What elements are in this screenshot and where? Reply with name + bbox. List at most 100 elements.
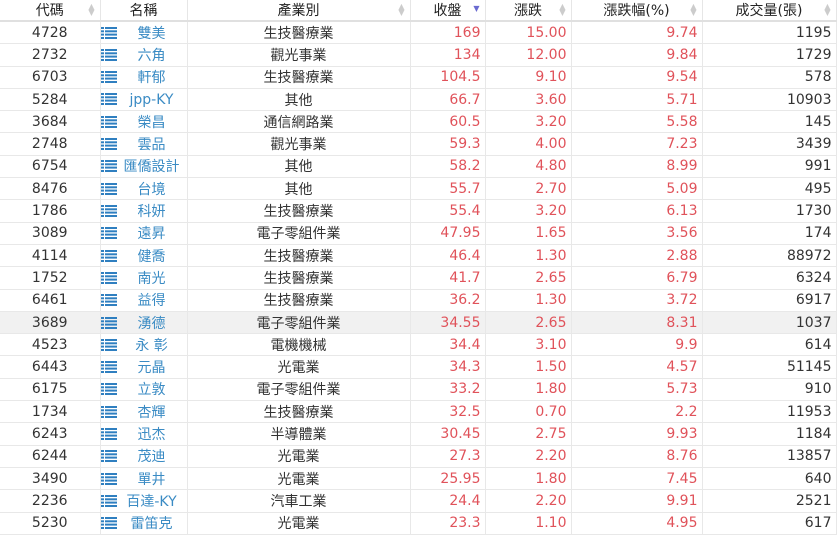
stock-name-link[interactable]: 元晶: [137, 360, 166, 377]
list-icon[interactable]: [100, 338, 117, 351]
table-row[interactable]: 4523 永 彰 電機機械 34.4 3.10 9.9 614: [0, 333, 837, 357]
cell-name[interactable]: 單井: [100, 467, 188, 491]
stock-name-link[interactable]: 立敦: [137, 382, 166, 399]
cell-name[interactable]: 杏輝: [100, 400, 188, 424]
stock-name-link[interactable]: 雷笛克: [130, 516, 173, 533]
column-header-industry[interactable]: 產業別 ▲ ▼: [187, 0, 411, 22]
cell-name[interactable]: 迅杰: [100, 422, 188, 446]
table-row[interactable]: 3689 湧德 電子零組件業 34.55 2.65 8.31 1037: [0, 311, 837, 335]
sort-icon[interactable]: ▲ ▼: [398, 2, 405, 17]
table-row[interactable]: 2732 六角 觀光事業 134 12.00 9.84 1729: [0, 43, 837, 67]
list-icon[interactable]: [100, 271, 117, 284]
cell-name[interactable]: 六角: [100, 43, 188, 67]
sort-icon[interactable]: ▲ ▼: [88, 2, 95, 17]
cell-name[interactable]: 湧德: [100, 311, 188, 335]
table-row[interactable]: 4728 雙美 生技醫療業 169 15.00 9.74 1195: [0, 21, 837, 45]
stock-name-link[interactable]: 益得: [137, 293, 166, 310]
list-icon[interactable]: [100, 26, 117, 39]
table-row[interactable]: 3684 榮昌 通信網路業 60.5 3.20 5.58 145: [0, 110, 837, 134]
cell-name[interactable]: 台境: [100, 177, 188, 201]
stock-name-link[interactable]: 遠昇: [137, 226, 166, 243]
table-row[interactable]: 3490 單井 光電業 25.95 1.80 7.45 640: [0, 467, 837, 491]
column-header-change[interactable]: 漲跌 ▲ ▼: [485, 0, 572, 22]
cell-name[interactable]: 元晶: [100, 355, 188, 379]
stock-name-link[interactable]: 雲品: [137, 137, 166, 154]
table-row[interactable]: 1786 科妍 生技醫療業 55.4 3.20 6.13 1730: [0, 199, 837, 223]
table-row[interactable]: 2748 雲品 觀光事業 59.3 4.00 7.23 3439: [0, 132, 837, 156]
table-row[interactable]: 1752 南光 生技醫療業 41.7 2.65 6.79 6324: [0, 266, 837, 290]
list-icon[interactable]: [100, 160, 117, 173]
stock-name-link[interactable]: 榮昌: [137, 114, 166, 131]
table-row[interactable]: 6443 元晶 光電業 34.3 1.50 4.57 51145: [0, 355, 837, 379]
cell-name[interactable]: jpp-KY: [100, 88, 188, 112]
column-header-code[interactable]: 代碼 ▲ ▼: [0, 0, 101, 22]
cell-name[interactable]: 軒郁: [100, 66, 188, 89]
stock-name-link[interactable]: 六角: [137, 47, 166, 64]
list-icon[interactable]: [100, 205, 117, 218]
list-icon[interactable]: [100, 294, 117, 307]
column-header-name[interactable]: 名稱: [100, 0, 188, 22]
list-icon[interactable]: [100, 316, 117, 329]
column-header-change-pct[interactable]: 漲跌幅(%) ▲ ▼: [571, 0, 703, 22]
stock-name-link[interactable]: 匯僑設計: [123, 159, 180, 176]
list-icon[interactable]: [100, 249, 117, 262]
cell-name[interactable]: 南光: [100, 266, 188, 290]
list-icon[interactable]: [100, 494, 117, 507]
list-icon[interactable]: [100, 427, 117, 440]
stock-name-link[interactable]: 南光: [137, 270, 166, 287]
list-icon[interactable]: [100, 405, 117, 418]
sort-icon[interactable]: ▲ ▼: [824, 2, 831, 17]
cell-name[interactable]: 立敦: [100, 378, 188, 402]
table-row[interactable]: 6754 匯僑設計 其他 58.2 4.80 8.99 991: [0, 155, 837, 179]
table-row[interactable]: 6461 益得 生技醫療業 36.2 1.30 3.72 6917: [0, 289, 837, 312]
stock-name-link[interactable]: 科妍: [137, 204, 166, 221]
table-row[interactable]: 2236 百達-KY 汽車工業 24.4 2.20 9.91 2521: [0, 489, 837, 513]
list-icon[interactable]: [100, 138, 117, 151]
list-icon[interactable]: [100, 450, 117, 463]
cell-name[interactable]: 茂迪: [100, 445, 188, 468]
stock-name-link[interactable]: jpp-KY: [129, 91, 174, 108]
sort-icon[interactable]: ▲ ▼: [559, 2, 566, 17]
table-row[interactable]: 6244 茂迪 光電業 27.3 2.20 8.76 13857: [0, 445, 837, 468]
table-row[interactable]: 6175 立敦 電子零組件業 33.2 1.80 5.73 910: [0, 378, 837, 402]
cell-name[interactable]: 雷笛克: [100, 512, 188, 535]
list-icon[interactable]: [100, 115, 117, 128]
list-icon[interactable]: [100, 92, 117, 105]
stock-name-link[interactable]: 軒郁: [137, 70, 166, 87]
list-icon[interactable]: [100, 472, 117, 485]
column-header-volume[interactable]: 成交量(張) ▲ ▼: [702, 0, 837, 22]
sort-icon[interactable]: ▲ ▼: [690, 2, 697, 17]
table-row[interactable]: 4114 健喬 生技醫療業 46.4 1.30 2.88 88972: [0, 244, 837, 268]
stock-name-link[interactable]: 茂迪: [137, 449, 166, 466]
table-row[interactable]: 6243 迅杰 半導體業 30.45 2.75 9.93 1184: [0, 422, 837, 446]
cell-name[interactable]: 榮昌: [100, 110, 188, 134]
list-icon[interactable]: [100, 361, 117, 374]
table-row[interactable]: 5230 雷笛克 光電業 23.3 1.10 4.95 617: [0, 512, 837, 535]
stock-name-link[interactable]: 百達-KY: [126, 493, 177, 510]
cell-name[interactable]: 永 彰: [100, 333, 188, 357]
cell-name[interactable]: 遠昇: [100, 222, 188, 245]
stock-name-link[interactable]: 台境: [137, 181, 166, 198]
list-icon[interactable]: [100, 227, 117, 240]
list-icon[interactable]: [100, 71, 117, 84]
stock-name-link[interactable]: 杏輝: [137, 404, 166, 421]
stock-name-link[interactable]: 迅杰: [137, 426, 166, 443]
cell-name[interactable]: 雙美: [100, 21, 188, 45]
stock-name-link[interactable]: 健喬: [137, 248, 166, 265]
table-row[interactable]: 8476 台境 其他 55.7 2.70 5.09 495: [0, 177, 837, 201]
stock-name-link[interactable]: 單井: [137, 471, 166, 488]
cell-name[interactable]: 科妍: [100, 199, 188, 223]
list-icon[interactable]: [100, 517, 117, 530]
column-header-close[interactable]: 收盤 ▼: [410, 0, 486, 22]
list-icon[interactable]: [100, 383, 117, 396]
sort-desc-icon[interactable]: ▼: [473, 4, 480, 13]
cell-name[interactable]: 匯僑設計: [100, 155, 188, 179]
table-row[interactable]: 1734 杏輝 生技醫療業 32.5 0.70 2.2 11953: [0, 400, 837, 424]
stock-name-link[interactable]: 雙美: [137, 25, 166, 42]
cell-name[interactable]: 雲品: [100, 132, 188, 156]
cell-name[interactable]: 益得: [100, 289, 188, 312]
list-icon[interactable]: [100, 182, 117, 195]
cell-name[interactable]: 百達-KY: [100, 489, 188, 513]
stock-name-link[interactable]: 湧德: [137, 315, 166, 332]
table-row[interactable]: 3089 遠昇 電子零組件業 47.95 1.65 3.56 174: [0, 222, 837, 245]
